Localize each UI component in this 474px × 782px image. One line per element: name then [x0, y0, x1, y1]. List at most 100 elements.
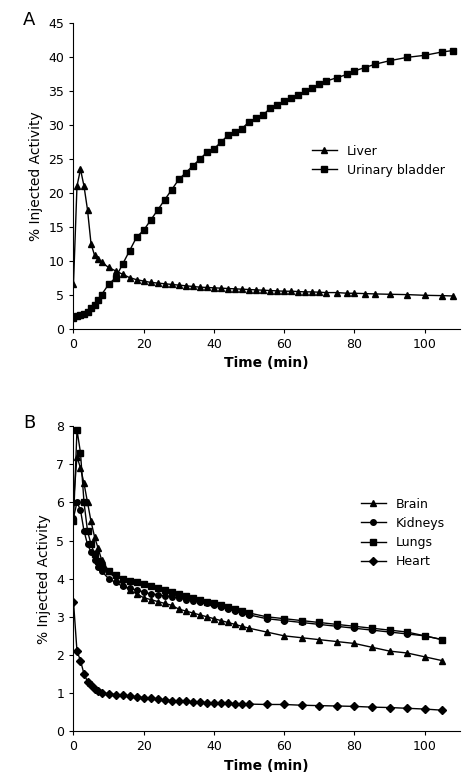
Legend: Liver, Urinary bladder: Liver, Urinary bladder	[307, 140, 450, 182]
Heart	[81, 669, 87, 679]
Brain	[204, 612, 210, 622]
Kidneys	[95, 562, 101, 572]
Heart	[134, 692, 139, 701]
Brain	[78, 464, 83, 473]
Brain	[387, 647, 392, 656]
Lungs	[113, 570, 118, 579]
Lungs	[141, 579, 146, 589]
Lungs	[95, 557, 101, 566]
Heart	[352, 701, 357, 711]
Y-axis label: % Injected Activity: % Injected Activity	[29, 111, 43, 241]
Brain	[141, 593, 146, 602]
Brain	[127, 586, 133, 595]
Urinary bladder	[148, 215, 154, 224]
Urinary bladder	[71, 314, 76, 323]
Kidneys	[387, 627, 392, 637]
Heart	[155, 694, 161, 704]
Heart	[317, 701, 322, 710]
Brain	[176, 604, 182, 614]
Urinary bladder	[120, 260, 126, 269]
Lungs	[88, 540, 94, 549]
Lungs	[85, 526, 91, 536]
Lungs	[162, 586, 168, 595]
Brain	[246, 623, 252, 633]
Lungs	[197, 595, 203, 604]
Kidneys	[232, 606, 238, 615]
Lungs	[204, 597, 210, 606]
Line: Kidneys: Kidneys	[71, 500, 445, 643]
Lungs	[264, 612, 269, 622]
Brain	[218, 616, 224, 626]
Heart	[176, 696, 182, 705]
Brain	[106, 566, 111, 576]
Y-axis label: % Injected Activity: % Injected Activity	[37, 514, 51, 644]
Heart	[369, 702, 375, 712]
Heart	[162, 695, 168, 705]
Urinary bladder	[295, 90, 301, 99]
Kidneys	[162, 591, 168, 601]
Kidneys	[334, 622, 340, 631]
Heart	[113, 690, 118, 699]
Lungs	[404, 627, 410, 637]
Lungs	[211, 599, 217, 608]
Lungs	[218, 601, 224, 610]
Heart	[190, 697, 196, 706]
Lungs	[155, 583, 161, 593]
Lungs	[81, 497, 87, 507]
X-axis label: Time (min): Time (min)	[224, 759, 309, 773]
Kidneys	[88, 547, 94, 557]
Brain	[74, 452, 80, 461]
Lungs	[439, 635, 445, 644]
Urinary bladder	[155, 205, 161, 214]
Brain	[422, 652, 428, 662]
Line: Urinary bladder: Urinary bladder	[71, 48, 456, 321]
Heart	[404, 704, 410, 713]
Line: Heart: Heart	[71, 599, 445, 713]
Brain	[162, 599, 168, 608]
Brain	[155, 597, 161, 606]
Heart	[91, 684, 97, 694]
Lungs	[106, 566, 111, 576]
Brain	[239, 622, 245, 631]
Kidneys	[404, 630, 410, 639]
Lungs	[134, 578, 139, 587]
Liver	[439, 291, 445, 300]
Kidneys	[197, 597, 203, 606]
Lungs	[183, 591, 189, 601]
Lungs	[246, 608, 252, 618]
Kidneys	[176, 593, 182, 602]
Kidneys	[81, 526, 87, 536]
Line: Liver: Liver	[71, 167, 456, 299]
X-axis label: Time (min): Time (min)	[224, 356, 309, 370]
Heart	[334, 701, 340, 711]
Brain	[282, 631, 287, 640]
Liver	[127, 273, 133, 282]
Lungs	[282, 614, 287, 623]
Kidneys	[204, 599, 210, 608]
Brain	[95, 543, 101, 553]
Lungs	[232, 604, 238, 614]
Kidneys	[246, 610, 252, 619]
Heart	[204, 698, 210, 707]
Heart	[148, 694, 154, 703]
Brain	[91, 532, 97, 541]
Kidneys	[264, 614, 269, 623]
Lungs	[91, 549, 97, 558]
Urinary bladder	[450, 46, 456, 56]
Brain	[232, 619, 238, 629]
Brain	[169, 601, 174, 610]
Kidneys	[225, 604, 231, 614]
Heart	[387, 703, 392, 712]
Heart	[120, 691, 126, 700]
Kidneys	[190, 596, 196, 605]
Heart	[88, 680, 94, 690]
Heart	[246, 699, 252, 708]
Lungs	[239, 606, 245, 615]
Kidneys	[120, 582, 126, 591]
Brain	[71, 497, 76, 507]
Lungs	[369, 623, 375, 633]
Heart	[197, 698, 203, 707]
Brain	[197, 610, 203, 619]
Brain	[299, 633, 305, 643]
Heart	[106, 689, 111, 698]
